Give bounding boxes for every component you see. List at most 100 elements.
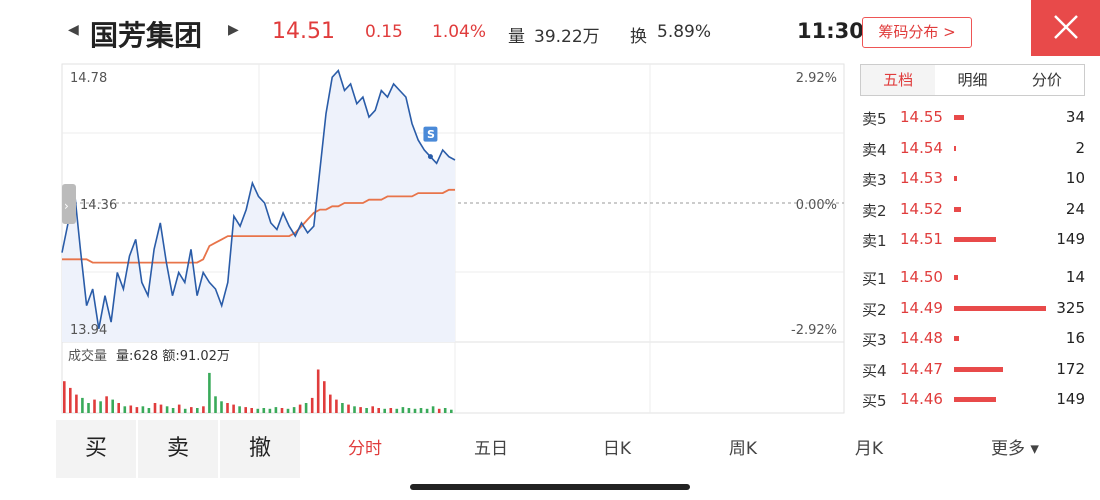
volume-bar [208,372,211,413]
volume-bar [347,404,350,413]
chevron-right-icon: › [64,199,69,213]
order-volume-bar [954,366,1003,372]
volume-bar [159,404,163,413]
volume-bar [129,405,133,413]
volume-value: 39.22万 [534,27,600,47]
volume-bar [153,403,157,413]
volume-bar [99,401,102,413]
tab-details[interactable]: 明细 [957,71,988,89]
order-book-row[interactable]: 买3 14.48 16 [860,329,1085,351]
order-book-row[interactable]: 卖5 14.55 34 [860,108,1085,130]
volume-bar [419,408,423,413]
volume-bar [329,394,332,413]
volume-bar [450,409,453,413]
order-level-price: 14.49 [900,298,943,317]
prev-stock-icon[interactable]: ◀ [68,22,79,38]
volume-bar [353,406,356,413]
order-level-label: 买1 [862,270,887,288]
close-button[interactable] [1031,0,1100,56]
volume-bar [413,408,417,413]
order-book-row[interactable]: 买1 14.50 14 [860,268,1085,290]
volume-bar [316,369,320,413]
order-level-price: 14.55 [900,108,943,126]
order-level-price: 14.50 [900,268,943,286]
buy-button[interactable]: 买 [56,420,136,478]
order-book-row[interactable]: 卖2 14.52 24 [860,200,1085,222]
intraday-chart[interactable]: 14.78 14.36 13.94 2.92% 0.00% -2.92% 成交量… [0,62,850,417]
volume-bar [298,404,302,413]
order-volume-bar [954,397,997,402]
close-icon [1054,15,1078,39]
order-volume-bar [954,336,959,341]
tab-weekly-k[interactable]: 周K [728,439,758,459]
order-book-row[interactable]: 卖1 14.51 149 [860,230,1085,252]
order-level-price: 14.54 [900,138,943,157]
order-level-volume: 16 [1065,329,1085,347]
quote-time: 11:30 [797,19,864,43]
order-level-label: 买4 [862,361,887,380]
next-stock-icon[interactable]: ▶ [228,22,239,38]
volume-bar [286,408,290,413]
cancel-order-button[interactable]: 撤 [220,420,300,478]
order-level-price: 14.51 [900,230,943,248]
price-line [61,69,456,329]
quote-header: ◀ 国芳集团 ▶ 14.51 0.15 1.04% 量 39.22万 换 5.8… [0,0,1100,64]
order-level-label: 卖5 [862,110,887,128]
order-level-label: 买5 [862,392,887,410]
volume-bar [335,399,338,413]
volume-bar [341,403,344,413]
order-level-price: 14.47 [900,359,943,378]
volume-info: 量:628 额:91.02万 [116,349,230,364]
order-level-volume: 149 [1056,230,1085,248]
volume-bar [425,408,429,413]
volume-bar [431,406,435,413]
volume-bar [262,408,266,413]
order-book-row[interactable]: 买2 14.49 325 [860,299,1085,321]
volume-bar [165,406,169,413]
order-volume-bar [954,237,997,242]
volume-bar [220,401,223,413]
order-volume-bar [954,115,964,120]
tab-intraday[interactable]: 分时 [302,420,428,478]
order-level-volume: 149 [1056,390,1085,408]
volume-bar [244,407,247,413]
volume-bar [323,381,326,413]
volume-bar [75,394,78,413]
volume-bar [202,406,205,413]
volume-bar [190,407,193,413]
order-level-volume: 10 [1065,169,1085,187]
tab-daily-k[interactable]: 日K [602,439,632,459]
tab-five-levels[interactable]: 五档 [861,65,936,95]
order-book-row[interactable]: 卖3 14.53 10 [860,169,1085,191]
order-level-label: 卖1 [862,232,887,250]
order-book-row[interactable]: 买5 14.46 149 [860,390,1085,412]
tab-more[interactable]: 更多 ▾ [991,439,1039,459]
tab-price-distribution[interactable]: 分价 [1031,71,1062,89]
volume-bar [63,381,66,413]
volume-bar [401,407,405,413]
order-volume-bar [954,305,1046,311]
price-area-fill [62,70,455,342]
axis-price-low: 13.94 [70,323,107,338]
volume-bar [111,399,114,413]
order-book-row[interactable]: 卖4 14.54 2 [860,139,1085,161]
order-book-row[interactable]: 买4 14.47 172 [860,360,1085,382]
sell-button[interactable]: 卖 [138,420,218,478]
chart-expand-handle[interactable]: › [62,184,76,224]
volume-bar [81,397,84,413]
volume-bar [196,408,199,413]
tab-five-day[interactable]: 五日 [474,439,508,459]
volume-bar [87,403,90,413]
tab-monthly-k[interactable]: 月K [854,439,884,459]
order-level-price: 14.53 [900,169,943,187]
home-indicator[interactable] [410,484,690,490]
volume-bar [280,408,284,413]
order-level-volume: 14 [1065,268,1085,286]
sell-point-marker[interactable]: S [423,126,438,160]
volume-bar [274,407,278,413]
chip-distribution-button[interactable]: 筹码分布 > [862,17,972,48]
axis-pct-high: 2.92% [796,71,837,86]
order-level-label: 买3 [862,331,887,349]
volume-bar [214,396,217,413]
volume-bar [105,396,108,413]
